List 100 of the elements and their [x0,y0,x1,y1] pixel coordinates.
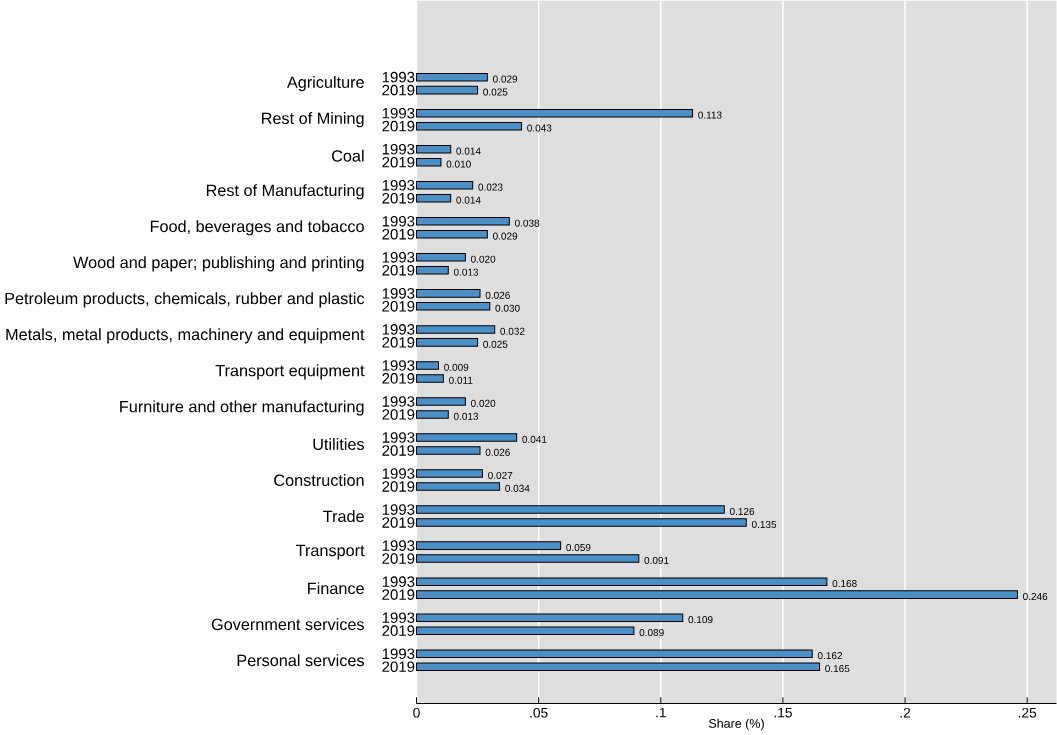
x-tick-label: .1 [656,708,666,718]
bar [416,541,562,551]
text: 2019 [382,301,415,312]
data-label: 0.013 [453,268,479,276]
data-label: 0.113 [698,111,722,119]
data-label: 0.165 [825,665,850,673]
bar [416,194,452,203]
x-tick-label: .05 [530,708,548,718]
data-label: 0.041 [522,436,547,444]
text: 1993 [382,180,415,191]
text: 1993 [382,576,415,588]
bar [416,649,813,659]
text: 1993 [382,144,415,155]
text: 2019 [382,373,415,384]
y-tick-label: Rest of Manufacturing [206,184,364,200]
text: 1993 [382,432,415,444]
data-label: 0.020 [471,255,496,263]
data-label: 0.014 [456,196,481,204]
y-tick-label: Transport [296,545,365,560]
text: 1993 [382,252,415,263]
text: 2019 [382,337,415,348]
bar [416,662,821,672]
data-label: 0.059 [566,544,591,552]
data-label: 0.026 [485,291,510,300]
y-tick-label: Coal [331,149,364,162]
bar [416,446,481,455]
y-tick-label: Personal services [237,654,364,667]
text: 1993 [382,504,415,516]
data-label: 0.109 [688,616,713,624]
bar [416,554,640,564]
data-label: 0.091 [644,557,669,565]
bar [416,433,518,443]
data-label: 0.020 [471,400,496,408]
bar [416,626,635,636]
text: 1993 [382,396,415,408]
x-axis-title: Share (%) [708,718,764,731]
bar [416,590,1018,600]
text: 2019 [382,265,415,276]
bar [416,577,828,587]
data-label: 0.168 [832,580,857,588]
bar [416,181,474,190]
data-label: 0.034 [505,485,530,493]
bar [416,410,449,419]
bar [416,361,439,370]
bar [416,73,488,82]
y-tick-label: Finance [308,582,364,595]
text: 1993 [382,360,415,371]
x-tick-label: .2 [900,708,911,718]
text: 2019 [382,553,415,565]
y-tick-label: Trade [323,510,364,523]
data-label: 0.009 [444,364,469,372]
data-label: 0.027 [488,472,513,480]
data-label: 0.135 [751,521,777,529]
text: 2019 [382,193,415,204]
text: 1993 [382,612,415,624]
text: 2019 [382,409,415,420]
y-tick-label: Petroleum products, chemicals, rubber and plastic [5,292,365,308]
bar [416,158,442,167]
text: 1993 [382,216,415,227]
data-label: 0.026 [485,449,510,457]
bar [416,266,449,275]
bar [416,518,747,528]
x-tick-label: .15 [774,708,792,718]
y-tick-label: Furniture and other manufacturing [120,400,364,416]
data-label: 0.029 [492,75,518,83]
y-tick-label: Transport equipment [215,364,365,380]
text: 2019 [382,229,415,240]
bar [416,505,725,515]
bar [416,253,466,262]
bar [416,397,466,406]
y-tick-label: Construction [274,474,364,487]
data-label: 0.246 [1023,593,1048,601]
text: 2019 [382,661,415,673]
bar [416,217,510,226]
bar [416,482,501,492]
text: 2019 [382,445,415,457]
y-tick-label: Metals, metal products, machinery and equipment [6,328,365,344]
data-label: 0.010 [446,160,471,168]
data-label: 0.030 [495,304,520,313]
bar [416,145,452,154]
bar [416,613,684,623]
y-tick-label: Food, beverages and tobacco [150,220,364,236]
bar [416,289,481,298]
data-label: 0.038 [514,219,540,227]
bar [416,86,479,95]
y-tick-label: Agriculture [286,76,364,92]
text: 1993 [382,468,415,480]
text: 2019 [382,625,415,637]
data-label: 0.013 [453,413,479,421]
text: 1993 [382,540,415,552]
bar [416,230,488,239]
bar [416,338,479,347]
text: 2019 [382,121,415,132]
data-label: 0.162 [817,652,842,660]
data-label: 0.043 [527,124,552,132]
y-tick-label: Government services [211,618,364,631]
text: 1993 [382,108,415,119]
data-label: 0.025 [483,340,508,349]
bar [416,374,444,383]
text: 2019 [382,589,415,601]
